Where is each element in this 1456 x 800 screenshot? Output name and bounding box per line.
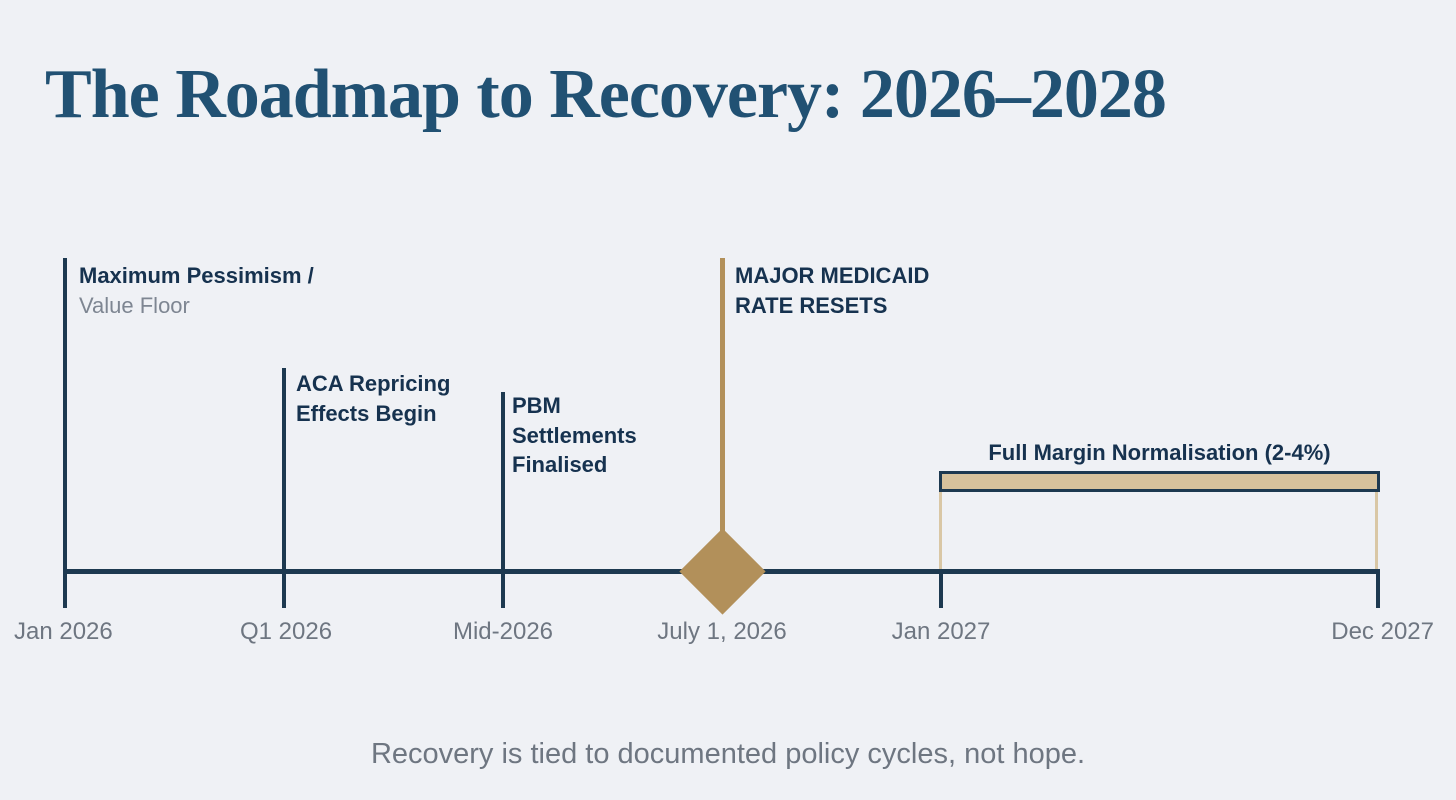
axis-label-dec-2027: Dec 2027: [1331, 618, 1434, 645]
event-label-aca-line1: ACA Repricing: [296, 371, 451, 396]
event-label-normalisation: Full Margin Normalisation (2-4%): [988, 440, 1331, 465]
footer-note: Recovery is tied to documented policy cy…: [370, 738, 1086, 770]
event-line-july-2026-gold: [720, 258, 725, 543]
margin-normalisation-bar: [939, 471, 1380, 492]
axis-label-jan-2027: Jan 2027: [891, 618, 991, 645]
event-label-pbm-line3: Finalised: [512, 452, 608, 478]
event-label-pbm-line1: PBM: [512, 393, 561, 418]
event-label-medicaid-line2: RATE RESETS: [735, 292, 888, 318]
axis-label-q1-2026: Q1 2026: [239, 618, 333, 645]
event-label-medicaid: MAJOR MEDICAID RATE RESETS: [735, 261, 929, 320]
event-label-pbm-line2: Settlements: [512, 422, 637, 448]
bar-drop-line-left: [939, 491, 942, 569]
axis-label-july-2026: July 1, 2026: [657, 618, 787, 645]
event-line-q1-2026: [282, 368, 286, 608]
event-label-pessimism-line1: Maximum Pessimism /: [79, 263, 314, 288]
axis-label-mid-2026: Mid-2026: [452, 618, 554, 645]
tick-dec-2027: [1376, 569, 1380, 608]
page-title: The Roadmap to Recovery: 2026–2028: [45, 56, 1167, 133]
gold-diamond-marker: [679, 528, 766, 615]
event-line-jan-2026: [63, 258, 67, 608]
event-line-mid-2026: [501, 392, 505, 608]
tick-jan-2027: [939, 569, 943, 608]
event-label-aca: ACA Repricing Effects Begin: [296, 369, 450, 428]
event-label-pessimism: Maximum Pessimism / Value Floor: [79, 261, 314, 320]
event-label-aca-line2: Effects Begin: [296, 400, 437, 426]
event-label-medicaid-line1: MAJOR MEDICAID: [735, 263, 930, 288]
event-label-pbm: PBM Settlements Finalised: [512, 391, 637, 480]
bar-drop-line-right: [1375, 491, 1378, 569]
axis-label-jan-2026: Jan 2026: [14, 618, 113, 645]
event-label-pessimism-line2: Value Floor: [79, 292, 190, 318]
